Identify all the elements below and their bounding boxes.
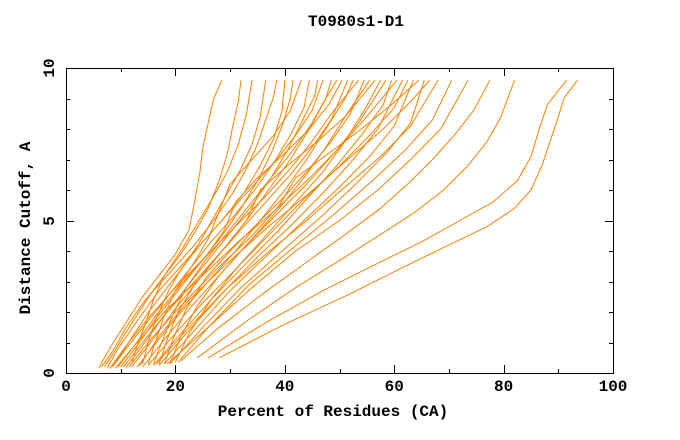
x-axis-label: Percent of Residues (CA) — [217, 403, 449, 421]
model-accuracy-curve — [169, 79, 387, 365]
model-accuracy-curve — [103, 80, 242, 368]
x-axis-tick-label: 60 — [384, 378, 404, 396]
model-accuracy-curve — [125, 80, 319, 368]
model-accuracy-curve — [218, 79, 578, 359]
x-axis-tick-label: 100 — [598, 378, 628, 396]
model-accuracy-curve — [177, 79, 453, 363]
chart-title: T0980s1-D1 — [307, 13, 405, 31]
model-accuracy-curve — [98, 79, 223, 369]
model-accuracy-curve — [155, 79, 439, 365]
model-accuracy-curve — [147, 79, 381, 366]
x-axis-tick-label: 0 — [61, 378, 71, 396]
y-axis-tick-label: 0 — [41, 368, 59, 378]
model-accuracy-curve — [166, 79, 469, 365]
model-accuracy-curve — [109, 79, 359, 369]
model-accuracy-curve — [131, 80, 253, 365]
x-axis-tick-label: 40 — [275, 378, 295, 396]
model-accuracy-curve — [164, 80, 414, 365]
plot-border — [66, 68, 614, 374]
model-accuracy-curve — [128, 79, 420, 368]
model-accuracy-curve — [106, 80, 324, 369]
model-accuracy-curve — [197, 80, 515, 359]
x-axis-tick-label: 20 — [165, 378, 185, 396]
y-axis-tick-label: 5 — [41, 215, 59, 226]
model-accuracy-curve — [147, 80, 310, 365]
model-accuracy-curve — [114, 79, 398, 369]
x-axis-tick-label: 80 — [493, 378, 514, 396]
model-accuracy-curve — [139, 79, 431, 366]
y-axis-label: Distance Cutoff, A — [17, 141, 35, 315]
model-accuracy-curve — [117, 79, 343, 368]
model-accuracy-curve — [112, 80, 302, 368]
model-accuracy-curve — [142, 79, 371, 368]
model-accuracy-curve — [164, 80, 365, 365]
model-accuracy-curve — [123, 79, 376, 368]
model-accuracy-curve — [101, 80, 278, 368]
model-accuracy-curve — [207, 79, 567, 359]
y-axis-tick-label: 10 — [41, 58, 59, 78]
model-accuracy-curve — [180, 79, 491, 362]
model-accuracy-curve — [158, 80, 349, 365]
model-accuracy-curve — [169, 80, 425, 365]
model-accuracy-curve — [109, 80, 267, 369]
